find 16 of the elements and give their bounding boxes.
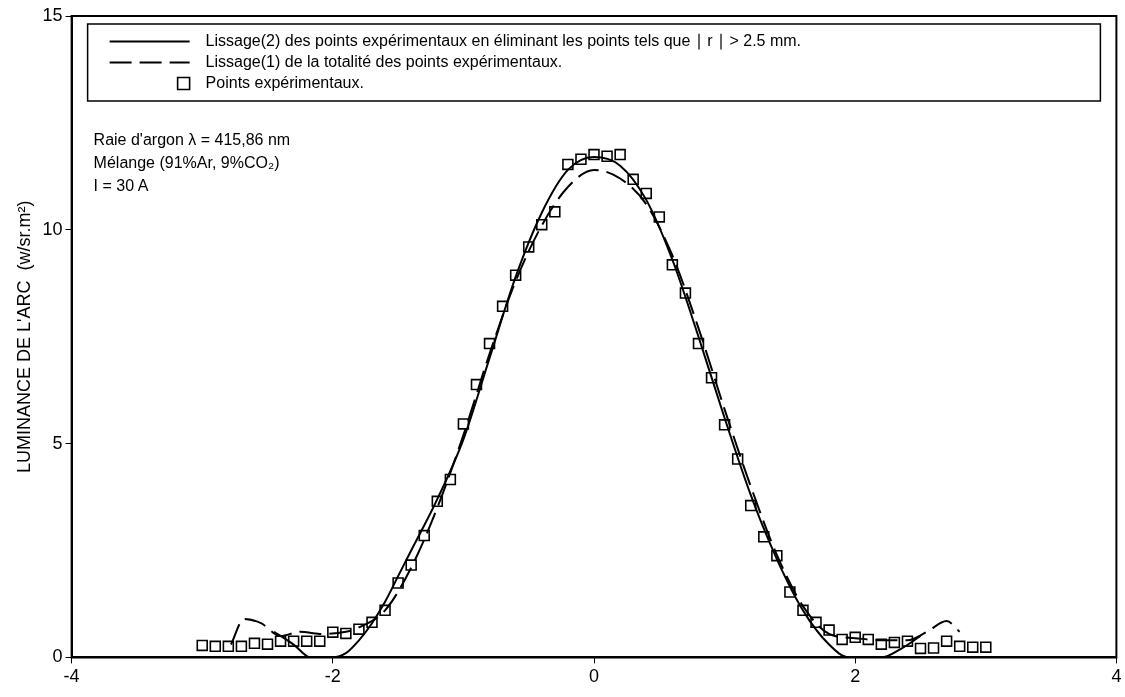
annotation: Raie d'argon λ = 415,86 nm bbox=[93, 130, 291, 150]
y-tick-label: 10 bbox=[42, 218, 63, 239]
x-tick-label: -4 bbox=[63, 666, 80, 687]
y-tick-label: 5 bbox=[52, 432, 63, 453]
x-tick-label: 0 bbox=[589, 666, 600, 687]
y-axis-title: LUMINANCE DE L'ARC (w/sr.m²) bbox=[13, 200, 34, 473]
legend-label: Points expérimentaux. bbox=[205, 73, 364, 91]
annotation: Mélange (91%Ar, 9%CO₂) bbox=[93, 153, 281, 173]
y-tick-label: 0 bbox=[52, 646, 63, 667]
annotation: I = 30 A bbox=[93, 176, 150, 196]
y-tick-label: 15 bbox=[42, 4, 63, 25]
x-tick-label: -2 bbox=[324, 666, 341, 687]
legend-label: Lissage(1) de la totalité des points expérimentaux. bbox=[205, 52, 563, 70]
x-tick-label: 4 bbox=[1111, 666, 1122, 687]
x-tick-label: 2 bbox=[850, 666, 861, 687]
legend-label: Lissage(2) des points expérimentaux en éliminant les points tels que ∣ r ∣ > 2.5 mm. bbox=[205, 31, 802, 50]
